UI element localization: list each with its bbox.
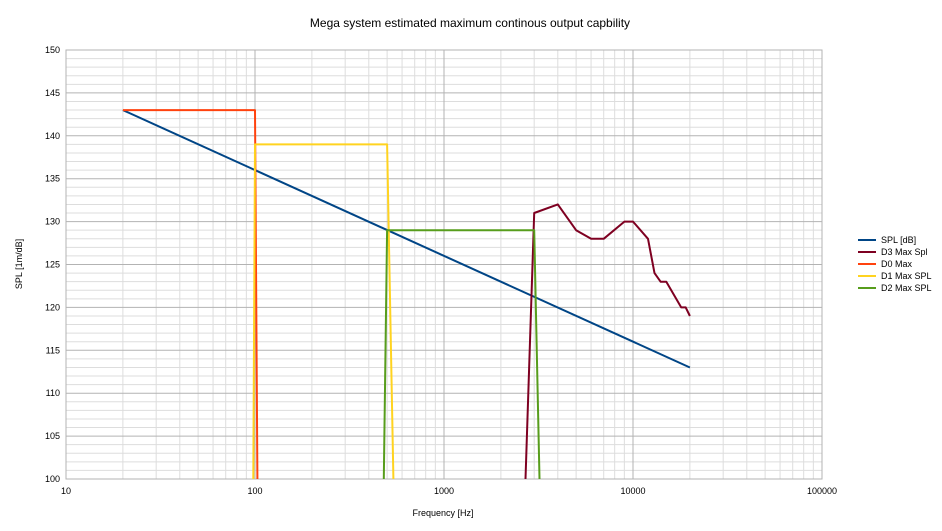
x-tick-label: 10: [61, 486, 71, 496]
y-tick-label: 100: [45, 474, 60, 484]
grid: [65, 49, 823, 480]
y-tick-label: 135: [45, 174, 60, 184]
y-tick-label: 110: [46, 388, 60, 398]
legend-label-d0-max: D0 Max: [881, 259, 913, 269]
series-line-d2-max-spl: [382, 229, 541, 480]
y-tick-label: 105: [45, 431, 60, 441]
x-axis-ticks: 10 100 1000 10000 100000: [61, 486, 837, 496]
legend-label-d1-max-spl: D1 Max SPL: [881, 271, 932, 281]
chart-title: Mega system estimated maximum continous …: [310, 16, 630, 30]
x-tick-label: 100: [247, 486, 262, 496]
x-tick-label: 10000: [620, 486, 645, 496]
y-tick-label: 120: [45, 302, 60, 312]
legend-label-d2-max-spl: D2 Max SPL: [881, 283, 932, 293]
y-tick-label: 125: [45, 260, 60, 270]
y-tick-label: 150: [45, 45, 60, 55]
x-tick-label: 100000: [807, 486, 837, 496]
series-line-spl-db: [122, 109, 691, 369]
series-line-d1-max-spl: [252, 143, 395, 480]
series-group: [122, 109, 691, 480]
y-axis-label: SPL [1m/dB]: [14, 239, 24, 289]
y-axis-ticks: 100 105 110 115 120 125 130 135 140 145 150: [45, 45, 60, 484]
x-tick-label: 1000: [434, 486, 454, 496]
legend: SPL [dB] D3 Max Spl D0 Max D1 Max SPL D2 Max…: [858, 235, 932, 293]
series-line-d0-max: [122, 109, 259, 480]
legend-label-d3-max-spl: D3 Max Spl: [881, 247, 928, 257]
series-line-d3-max-spl: [524, 203, 691, 480]
legend-label-spl-db: SPL [dB]: [881, 235, 916, 245]
plot-area: [65, 49, 823, 480]
y-tick-label: 130: [45, 217, 60, 227]
y-tick-label: 145: [45, 88, 60, 98]
y-tick-label: 115: [46, 345, 60, 355]
x-axis-label: Frequency [Hz]: [412, 508, 473, 518]
y-tick-label: 140: [45, 131, 60, 141]
